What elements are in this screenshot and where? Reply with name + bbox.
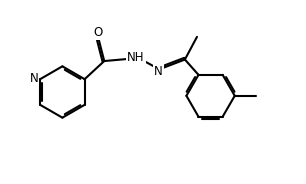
Text: N: N	[154, 65, 163, 78]
Text: O: O	[94, 26, 103, 39]
Text: N: N	[30, 72, 39, 85]
Text: NH: NH	[127, 51, 145, 64]
